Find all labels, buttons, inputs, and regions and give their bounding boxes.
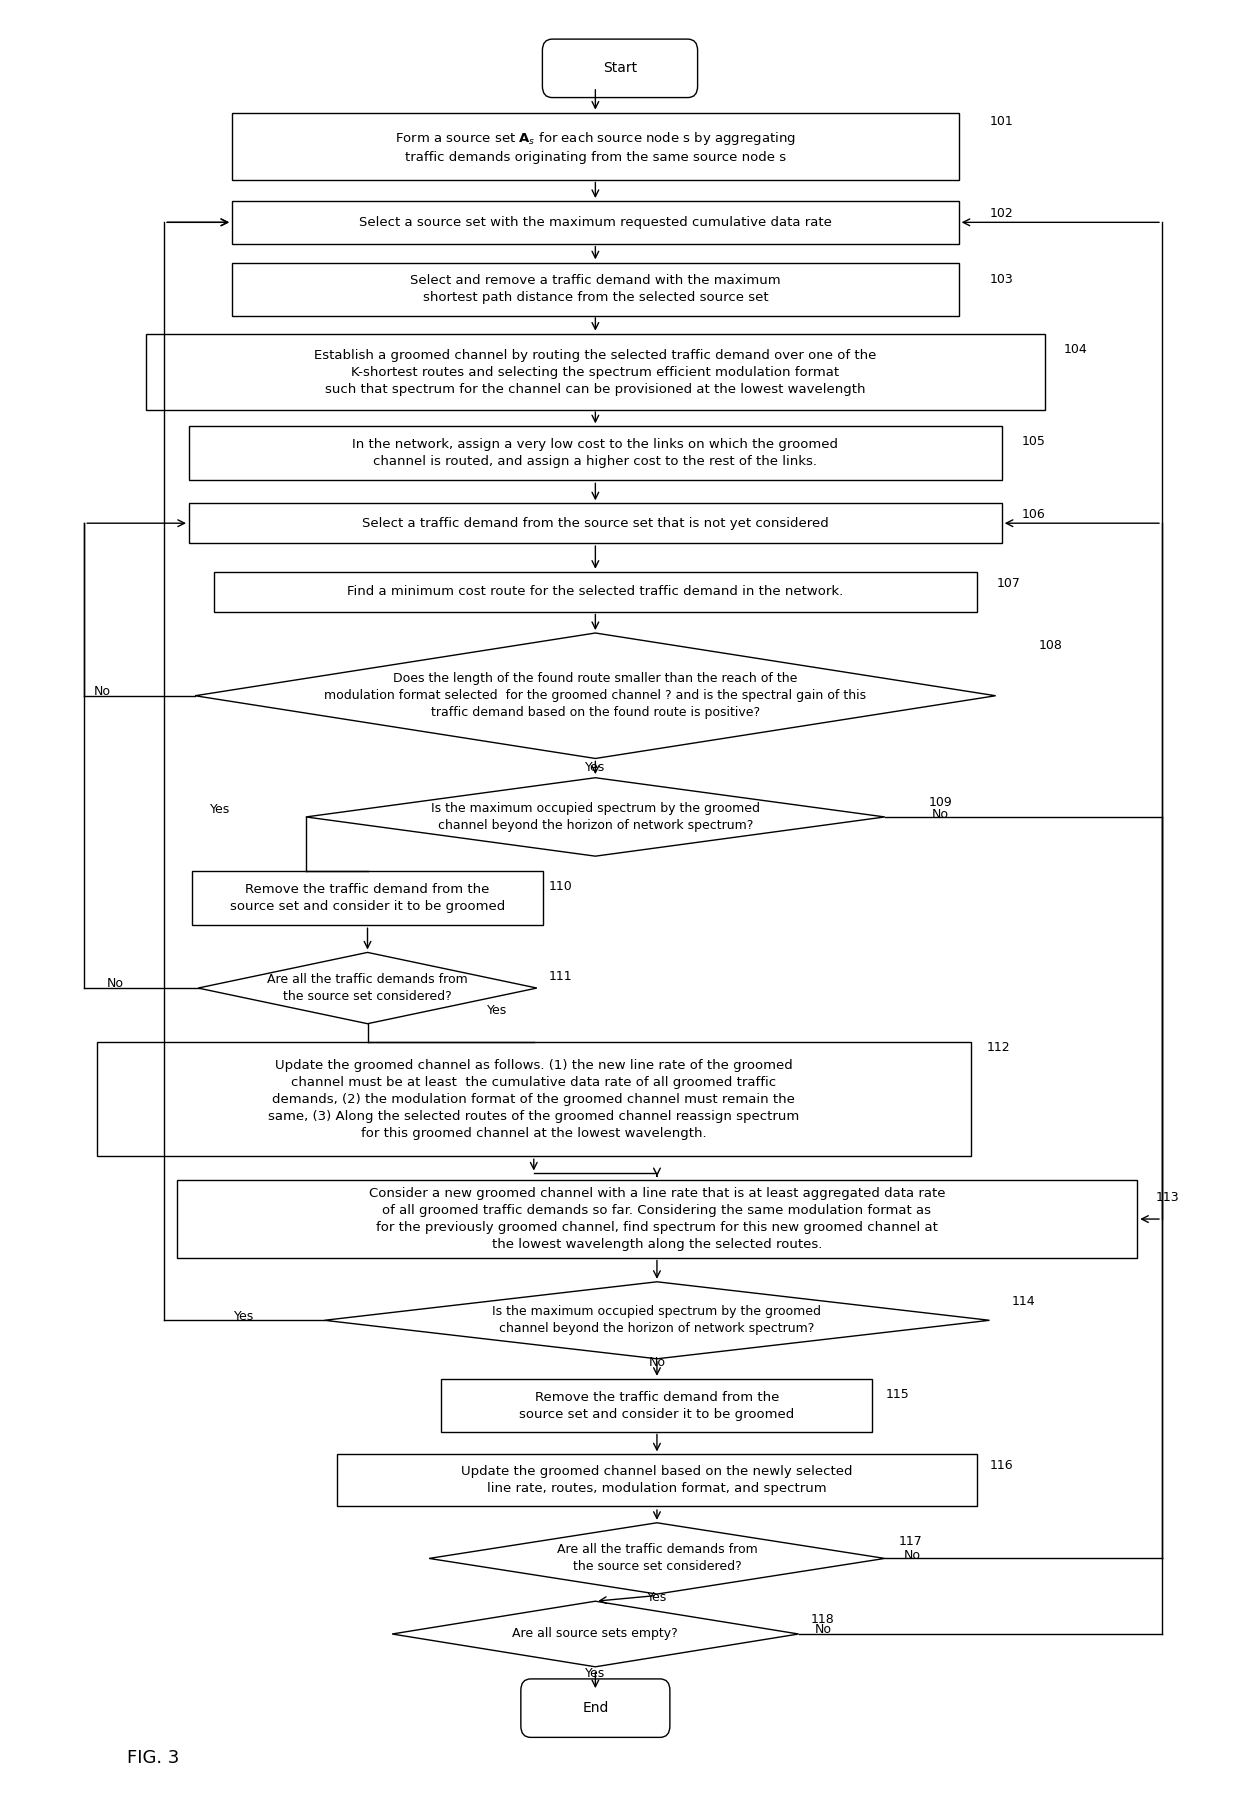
Text: 116: 116 [990,1458,1013,1473]
Text: No: No [107,977,124,991]
Text: In the network, assign a very low cost to the links on which the groomed
channel: In the network, assign a very low cost t… [352,439,838,467]
Text: 101: 101 [990,114,1013,128]
Text: 114: 114 [1012,1296,1035,1309]
Text: Consider a new groomed channel with a line rate that is at least aggregated data: Consider a new groomed channel with a li… [368,1188,945,1251]
Text: Select a traffic demand from the source set that is not yet considered: Select a traffic demand from the source … [362,516,828,529]
Text: 106: 106 [1022,509,1045,522]
Text: 111: 111 [548,969,572,984]
Text: Yes: Yes [585,1666,605,1680]
Text: 108: 108 [1039,639,1063,652]
FancyBboxPatch shape [213,572,977,612]
FancyBboxPatch shape [188,504,1002,543]
FancyBboxPatch shape [232,200,959,244]
Polygon shape [392,1601,799,1666]
Text: 103: 103 [990,273,1013,285]
FancyBboxPatch shape [521,1679,670,1738]
FancyBboxPatch shape [176,1180,1137,1258]
Text: Form a source set $\mathbf{A}_s$ for each source node s by aggregating
traffic d: Form a source set $\mathbf{A}_s$ for eac… [394,130,796,164]
Text: Are all source sets empty?: Are all source sets empty? [512,1628,678,1641]
Text: 105: 105 [1022,435,1045,448]
FancyBboxPatch shape [232,114,959,180]
Text: Does the length of the found route smaller than the reach of the
modulation form: Does the length of the found route small… [325,671,867,718]
Text: 110: 110 [548,881,573,893]
Polygon shape [198,953,537,1023]
Text: Yes: Yes [210,803,229,816]
Text: Remove the traffic demand from the
source set and consider it to be groomed: Remove the traffic demand from the sourc… [229,883,505,913]
Text: 117: 117 [898,1534,923,1549]
Text: Select a source set with the maximum requested cumulative data rate: Select a source set with the maximum req… [358,217,832,229]
Text: No: No [931,807,949,821]
Text: No: No [649,1356,666,1368]
FancyBboxPatch shape [192,872,543,926]
Text: No: No [94,684,112,699]
Text: 104: 104 [1064,343,1087,356]
Text: Is the maximum occupied spectrum by the groomed
channel beyond the horizon of ne: Is the maximum occupied spectrum by the … [492,1305,821,1336]
Polygon shape [429,1523,885,1594]
Text: Find a minimum cost route for the selected traffic demand in the network.: Find a minimum cost route for the select… [347,585,843,597]
FancyBboxPatch shape [542,40,698,97]
Text: Remove the traffic demand from the
source set and consider it to be groomed: Remove the traffic demand from the sourc… [520,1392,795,1421]
Text: No: No [815,1623,832,1635]
FancyBboxPatch shape [232,264,959,316]
Text: 102: 102 [990,208,1013,220]
Text: Update the groomed channel based on the newly selected
line rate, routes, modula: Update the groomed channel based on the … [461,1466,853,1495]
FancyBboxPatch shape [337,1453,977,1507]
Text: Establish a groomed channel by routing the selected traffic demand over one of t: Establish a groomed channel by routing t… [314,348,877,395]
Text: Yes: Yes [234,1309,254,1323]
Text: Start: Start [603,61,637,76]
Text: No: No [903,1549,920,1561]
Text: 113: 113 [1156,1191,1179,1204]
Text: Are all the traffic demands from
the source set considered?: Are all the traffic demands from the sou… [267,973,467,1004]
Text: Yes: Yes [585,762,605,774]
FancyBboxPatch shape [97,1041,971,1157]
Text: Yes: Yes [487,1004,507,1018]
Text: Select and remove a traffic demand with the maximum
shortest path distance from : Select and remove a traffic demand with … [410,274,781,305]
Text: FIG. 3: FIG. 3 [128,1749,180,1767]
Text: 118: 118 [811,1614,835,1626]
Polygon shape [306,778,885,856]
Polygon shape [325,1282,990,1359]
FancyBboxPatch shape [188,426,1002,480]
Text: Update the groomed channel as follows. (1) the new line rate of the groomed
chan: Update the groomed channel as follows. (… [268,1060,800,1139]
Text: 115: 115 [887,1388,910,1401]
Text: 107: 107 [997,576,1021,590]
Polygon shape [195,634,996,758]
FancyBboxPatch shape [146,334,1045,410]
Text: Is the maximum occupied spectrum by the groomed
channel beyond the horizon of ne: Is the maximum occupied spectrum by the … [430,801,760,832]
Text: 109: 109 [929,796,952,809]
Text: 112: 112 [987,1041,1011,1054]
Text: Are all the traffic demands from
the source set considered?: Are all the traffic demands from the sou… [557,1543,758,1574]
FancyBboxPatch shape [441,1379,873,1431]
Text: Yes: Yes [647,1592,667,1605]
Text: End: End [582,1700,609,1715]
